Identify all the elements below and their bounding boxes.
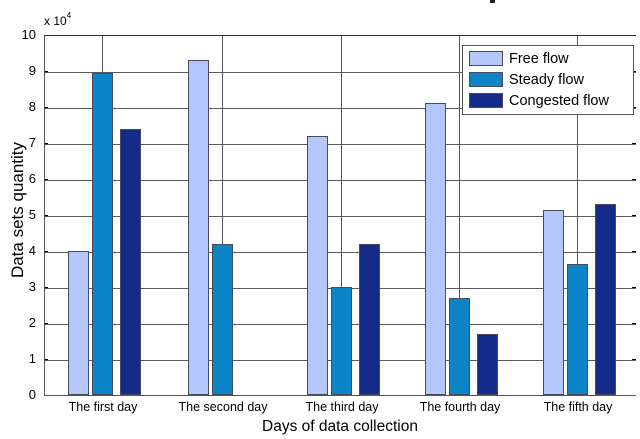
legend-item: Congested flow (469, 91, 609, 110)
bar-steady-flow (212, 243, 233, 395)
y-axis-title: Data sets quantity (8, 141, 27, 279)
legend-label: Free flow (509, 50, 569, 67)
category-line (577, 36, 578, 265)
exponent-base: x 10 (44, 14, 67, 28)
plot-area (44, 35, 636, 396)
right-tick-mark (632, 359, 636, 360)
gridline (45, 72, 636, 73)
x-tick-label: The first day (68, 400, 138, 414)
right-tick-mark (632, 71, 636, 72)
bar-congested-flow (359, 243, 380, 395)
right-tick-mark (632, 251, 636, 252)
x-tick-label: The fourth day (419, 400, 501, 414)
cropped-title-fragment (490, 0, 495, 3)
y-tick-label: 0 (28, 387, 36, 402)
right-tick-mark (632, 215, 636, 216)
y-tick-label: 7 (28, 135, 36, 150)
y-tick-mark (44, 107, 48, 108)
bar-free-flow (307, 135, 328, 395)
legend-label: Congested flow (509, 92, 609, 109)
gridline (45, 180, 636, 181)
x-axis-title: Days of data collection (262, 418, 418, 435)
legend: Free flow Steady flow Congested flow (462, 45, 634, 115)
gridline (45, 216, 636, 217)
right-tick-mark (632, 107, 636, 108)
legend-swatch (469, 51, 503, 66)
x-tick-label: The third day (305, 400, 379, 414)
right-tick-mark (632, 323, 636, 324)
legend-item: Steady flow (469, 70, 584, 89)
bar-congested-flow (120, 128, 141, 395)
y-tick-mark (44, 179, 48, 180)
category-line (102, 36, 103, 74)
y-tick-mark (44, 215, 48, 216)
right-tick-mark (632, 143, 636, 144)
y-tick-label: 1 (28, 351, 36, 366)
bar-free-flow (543, 209, 564, 395)
category-line (341, 36, 342, 288)
y-tick-mark (44, 287, 48, 288)
y-tick-label: 9 (28, 63, 36, 78)
y-tick-label: 2 (28, 315, 36, 330)
bar-steady-flow (331, 287, 352, 395)
legend-swatch (469, 72, 503, 87)
bar-steady-flow (449, 297, 470, 395)
right-tick-mark (632, 179, 636, 180)
y-axis-exponent: x 104 (44, 11, 72, 28)
y-tick-label: 6 (28, 171, 36, 186)
gridline (45, 144, 636, 145)
y-tick-mark (44, 143, 48, 144)
bar-steady-flow (567, 263, 588, 395)
category-line (459, 36, 460, 299)
bar-congested-flow (595, 204, 616, 395)
x-tick-label: The second day (178, 400, 268, 414)
category-line (222, 36, 223, 245)
legend-item: Free flow (469, 49, 569, 68)
y-tick-mark (44, 71, 48, 72)
y-tick-label: 10 (21, 27, 36, 42)
bar-steady-flow (92, 72, 113, 395)
bar-free-flow (188, 60, 209, 395)
bar-free-flow (425, 103, 446, 395)
gridline (45, 108, 636, 109)
y-tick-label: 5 (28, 207, 36, 222)
legend-label: Steady flow (509, 71, 584, 88)
bar-free-flow (68, 251, 89, 395)
y-tick-label: 4 (28, 243, 36, 258)
x-tick-label: The fifth day (543, 400, 613, 414)
right-tick-mark (632, 287, 636, 288)
y-tick-mark (44, 251, 48, 252)
gridline (45, 252, 636, 253)
y-tick-label: 8 (28, 99, 36, 114)
y-tick-mark (44, 359, 48, 360)
y-tick-label: 3 (28, 279, 36, 294)
bar-congested-flow (477, 333, 498, 395)
y-tick-mark (44, 323, 48, 324)
legend-swatch (469, 93, 503, 108)
exponent-power: 4 (66, 11, 72, 20)
